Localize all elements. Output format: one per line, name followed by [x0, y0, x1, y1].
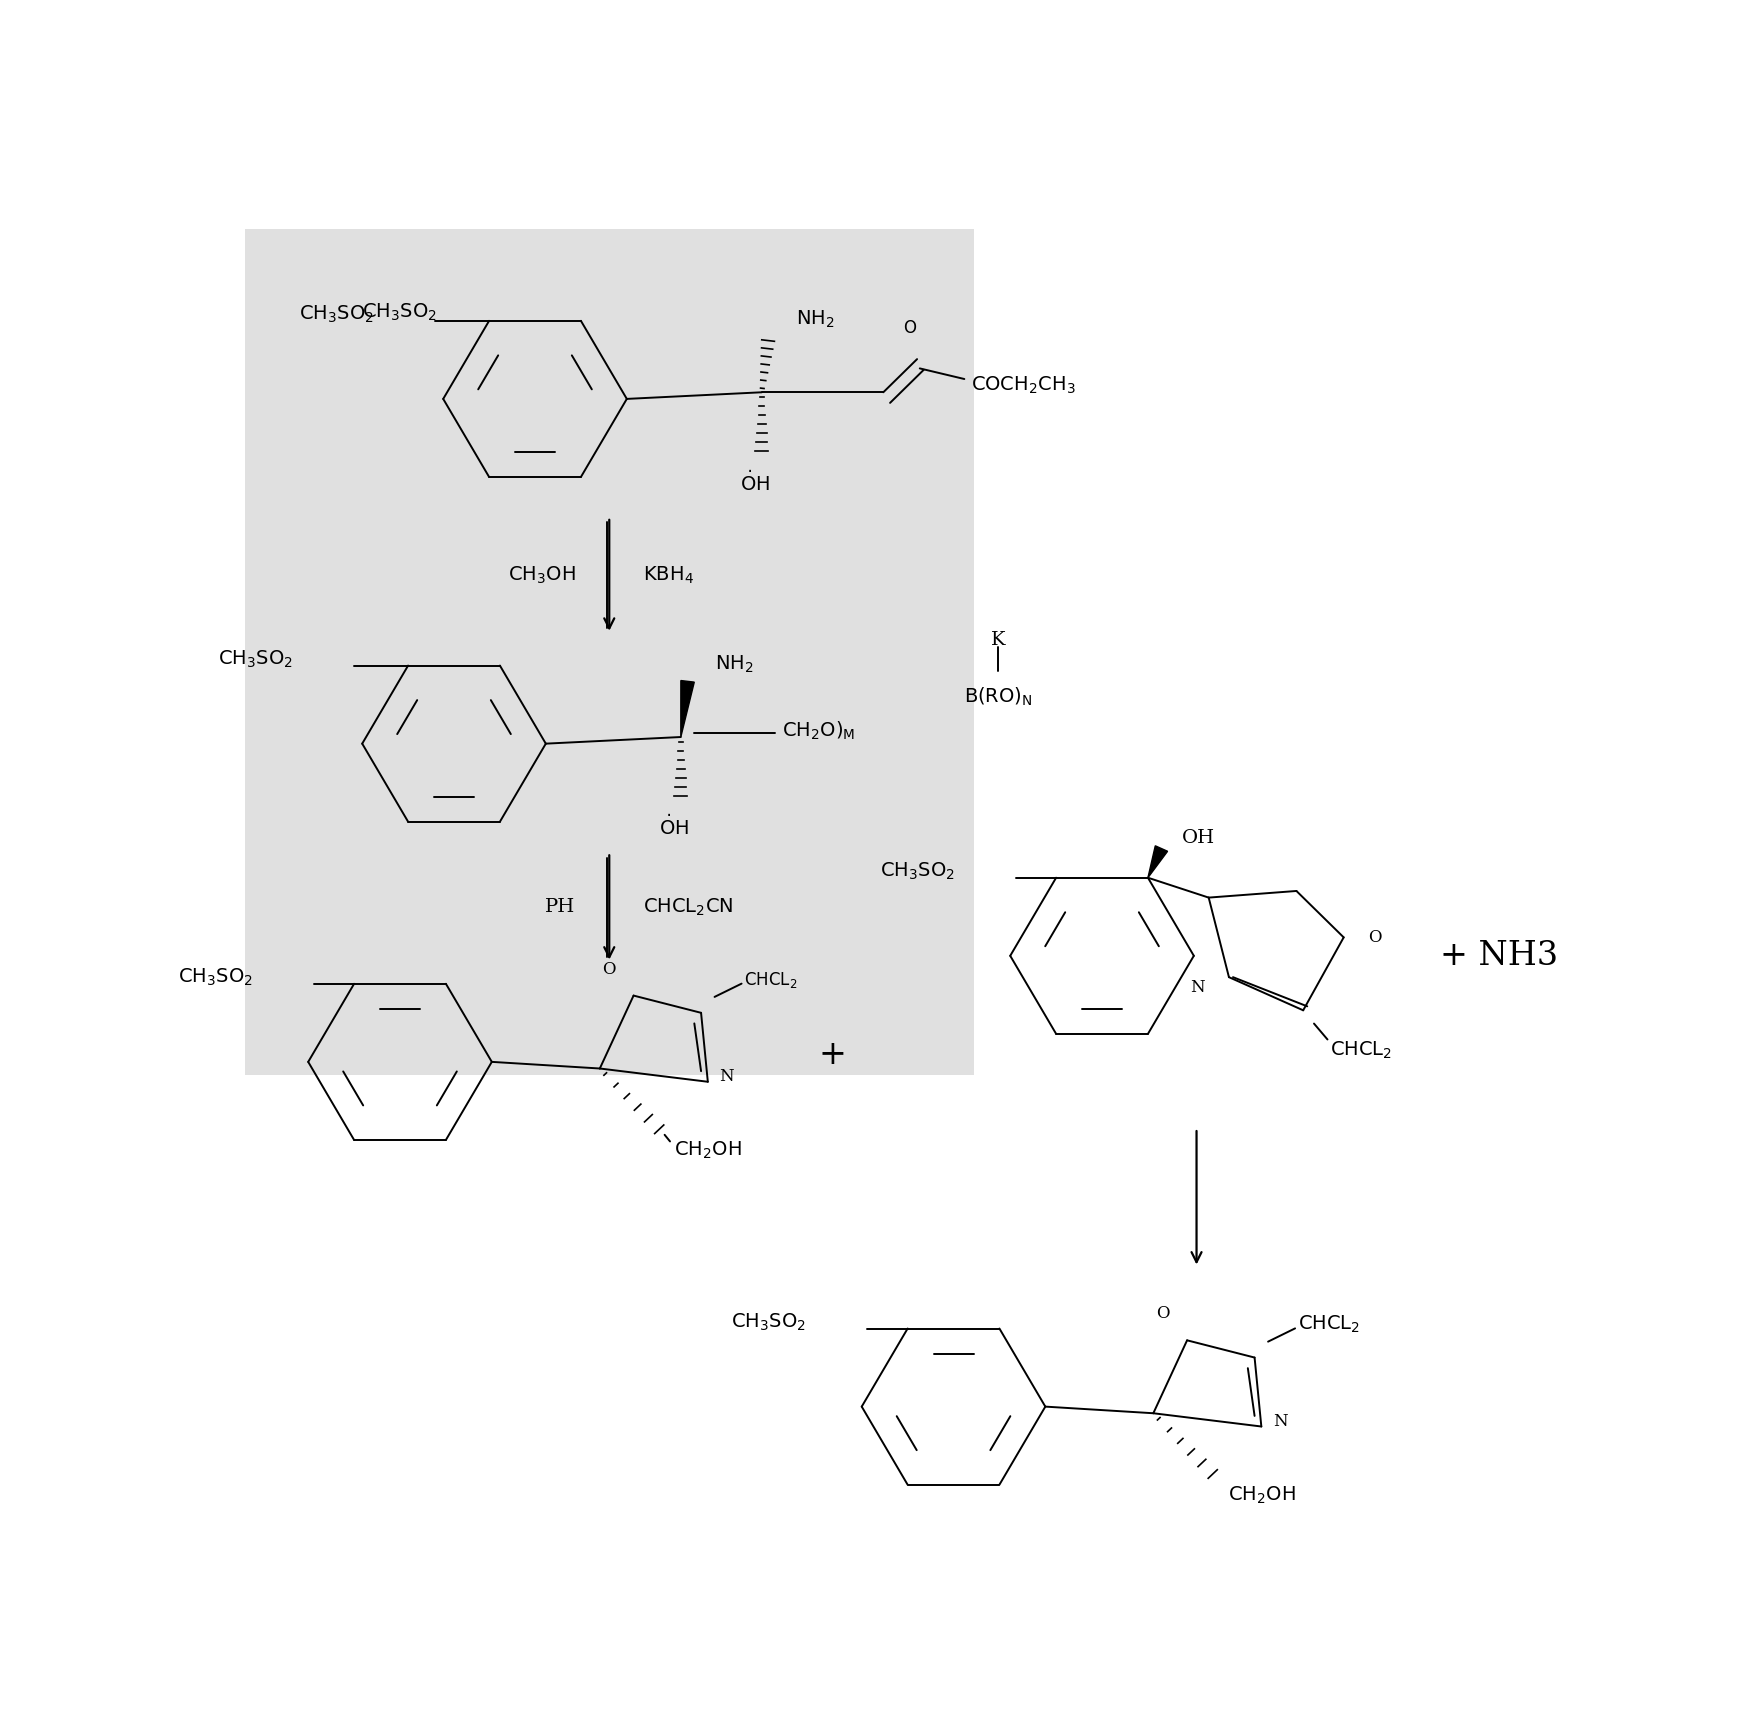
Text: $\mathrm{B(RO)_N}$: $\mathrm{B(RO)_N}$	[963, 685, 1033, 708]
Text: $\mathrm{CH_3SO_2}$: $\mathrm{CH_3SO_2}$	[362, 301, 437, 324]
Text: $\mathrm{NH_2}$: $\mathrm{NH_2}$	[796, 308, 834, 331]
Text: $\mathrm{CH_3SO_2}$: $\mathrm{CH_3SO_2}$	[732, 1310, 807, 1333]
Text: PH: PH	[545, 899, 575, 916]
Text: $\mathrm{CH_2O)_M}$: $\mathrm{CH_2O)_M}$	[782, 720, 855, 742]
Text: $\mathrm{CH_2OH}$: $\mathrm{CH_2OH}$	[1228, 1484, 1296, 1507]
Text: $\mathrm{CH_3SO_2}$: $\mathrm{CH_3SO_2}$	[178, 966, 253, 988]
Text: O: O	[1367, 928, 1381, 945]
Text: N: N	[719, 1068, 733, 1085]
Text: $\mathrm{CHCL_2}$: $\mathrm{CHCL_2}$	[744, 969, 798, 990]
Text: $\mathrm{NH_2}$: $\mathrm{NH_2}$	[714, 653, 753, 675]
Text: $\mathrm{CH_2OH}$: $\mathrm{CH_2OH}$	[674, 1140, 742, 1161]
Polygon shape	[681, 680, 695, 737]
Text: $\mathrm{\dot{O}H}$: $\mathrm{\dot{O}H}$	[740, 470, 770, 494]
Text: + NH3: + NH3	[1439, 940, 1557, 971]
Text: OH: OH	[1181, 828, 1214, 847]
Text: O: O	[603, 961, 617, 978]
Text: $\mathrm{CH_3SO_2}$: $\mathrm{CH_3SO_2}$	[218, 647, 293, 670]
Text: $\mathrm{CH_3SO_2}$: $\mathrm{CH_3SO_2}$	[880, 861, 955, 882]
Text: N: N	[1273, 1412, 1287, 1429]
Text: $\mathrm{\dot{O}H}$: $\mathrm{\dot{O}H}$	[658, 815, 690, 839]
Polygon shape	[1148, 846, 1167, 878]
Text: $\mathrm{O}$: $\mathrm{O}$	[904, 320, 918, 338]
Text: $\mathrm{KBH_4}$: $\mathrm{KBH_4}$	[643, 565, 693, 585]
Text: $\mathrm{CH_3OH}$: $\mathrm{CH_3OH}$	[509, 565, 575, 585]
Text: N: N	[1190, 980, 1205, 997]
Text: $\mathrm{CHCL_2}$: $\mathrm{CHCL_2}$	[1331, 1040, 1392, 1061]
Text: $\mathrm{CH_3SO_2}$: $\mathrm{CH_3SO_2}$	[300, 303, 375, 325]
Text: $\mathrm{CHCL_2CN}$: $\mathrm{CHCL_2CN}$	[643, 897, 733, 918]
Bar	[244, 229, 974, 1075]
Text: $\mathrm{COCH_2CH_3}$: $\mathrm{COCH_2CH_3}$	[970, 375, 1077, 396]
Text: +: +	[819, 1040, 847, 1071]
Text: O: O	[1157, 1305, 1169, 1322]
Text: $\mathrm{CHCL_2}$: $\mathrm{CHCL_2}$	[1298, 1314, 1361, 1335]
Text: K: K	[991, 632, 1005, 649]
